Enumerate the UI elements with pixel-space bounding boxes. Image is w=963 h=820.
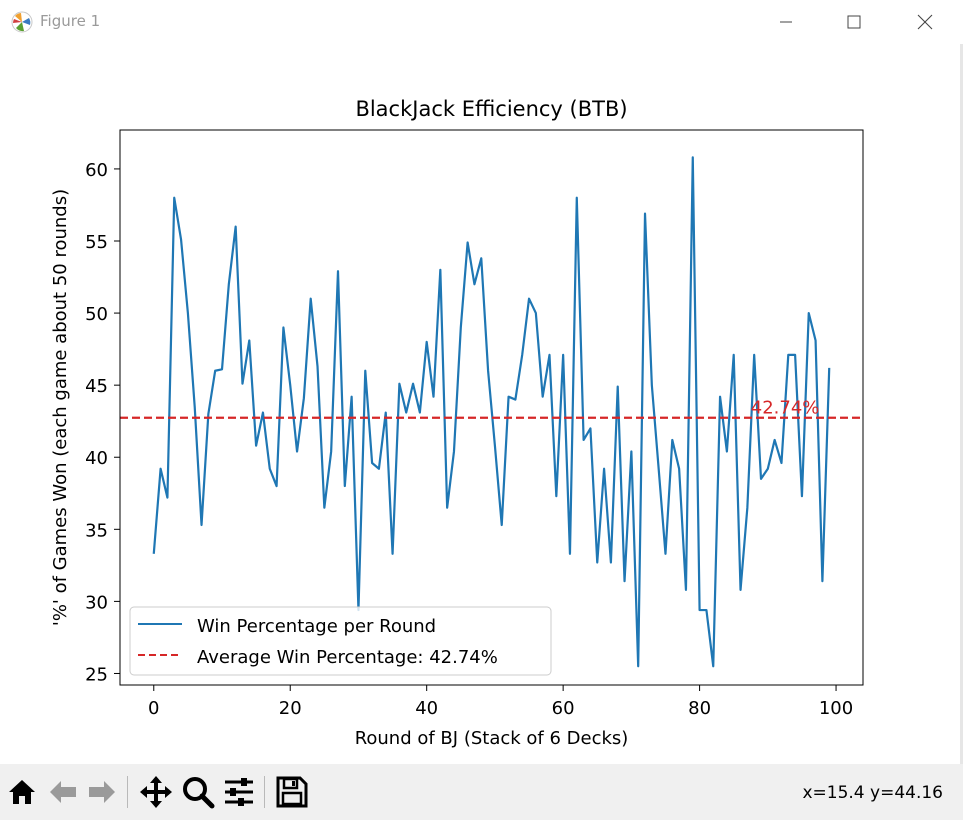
minimize-icon <box>780 21 792 23</box>
x-tick-label: 20 <box>279 698 302 719</box>
back-button[interactable] <box>45 774 81 810</box>
legend-label-average: Average Win Percentage: 42.74% <box>197 647 498 668</box>
chart-title: BlackJack Efficiency (BTB) <box>355 97 627 121</box>
toolbar-separator <box>264 776 265 808</box>
y-tick-label: 55 <box>85 232 108 253</box>
configure-subplots-button[interactable] <box>221 774 257 810</box>
cursor-coordinates: x=15.4 y=44.16 <box>802 783 943 803</box>
close-button[interactable] <box>905 6 945 38</box>
zoom-button[interactable] <box>180 774 216 810</box>
toolbar-separator <box>127 776 128 808</box>
x-tick-label: 100 <box>819 698 853 719</box>
legend-label-win-percentage: Win Percentage per Round <box>197 616 436 637</box>
figure-canvas[interactable]: 0 20 40 60 80 100 25 30 35 40 45 50 55 60 BlackJack E… <box>0 44 960 764</box>
matplotlib-app-icon <box>10 10 34 34</box>
x-tick-label: 80 <box>688 698 711 719</box>
y-axis-label: '%' of Games Won (each game about 50 rou… <box>50 189 71 626</box>
y-tick-label: 25 <box>85 664 108 685</box>
x-tick-label: 0 <box>148 698 159 719</box>
legend-box <box>129 606 552 676</box>
x-tick-label: 60 <box>552 698 575 719</box>
close-icon <box>917 14 933 30</box>
home-button[interactable] <box>4 774 40 810</box>
axes-frame <box>119 129 864 686</box>
y-tick-label: 40 <box>85 448 108 469</box>
forward-icon <box>89 781 115 803</box>
forward-button[interactable] <box>84 774 120 810</box>
maximize-icon <box>847 15 861 29</box>
series-line-win-percentage <box>152 156 831 668</box>
minimize-button[interactable] <box>766 6 806 38</box>
navigation-toolbar: x=15.4 y=44.16 <box>0 764 963 820</box>
window-titlebar: Figure 1 <box>0 0 963 44</box>
y-tick-label: 35 <box>85 520 108 541</box>
pan-button[interactable] <box>138 774 174 810</box>
x-axis-label: Round of BJ (Stack of 6 Decks) <box>355 728 629 749</box>
average-annotation: 42.74% <box>751 398 820 419</box>
back-icon <box>50 781 76 803</box>
pan-icon <box>140 776 172 808</box>
configure-subplots-icon <box>225 778 253 806</box>
y-tick-label: 45 <box>85 376 108 397</box>
x-tick-label: 40 <box>415 698 438 719</box>
window-edge <box>960 44 963 764</box>
save-icon <box>276 776 308 808</box>
home-icon <box>9 780 35 804</box>
y-tick-label: 60 <box>85 160 108 181</box>
y-tick-label: 30 <box>85 592 108 613</box>
legend: Win Percentage per Round Average Win Per… <box>129 606 552 676</box>
y-tick-label: 50 <box>85 304 108 325</box>
save-button[interactable] <box>274 774 310 810</box>
line-chart[interactable]: 0 20 40 60 80 100 25 30 35 40 45 50 55 60 BlackJack E… <box>0 44 960 764</box>
zoom-icon <box>183 777 215 809</box>
window-title: Figure 1 <box>40 12 101 30</box>
maximize-button[interactable] <box>834 6 874 38</box>
